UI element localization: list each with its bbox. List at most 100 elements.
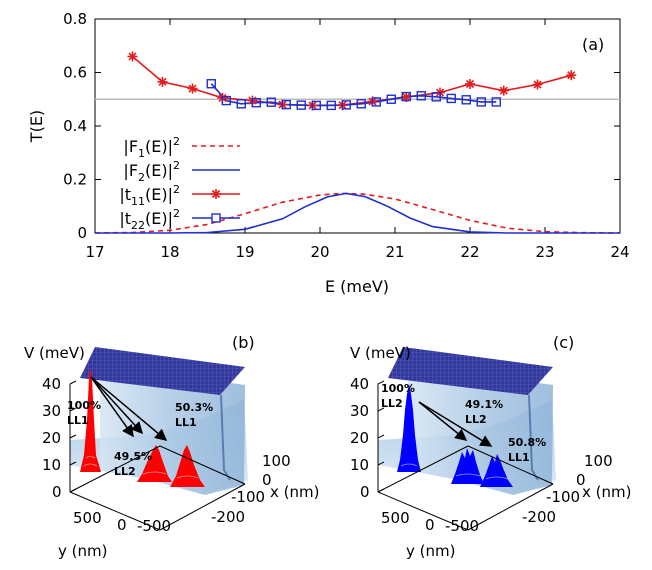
x-tick-label: 17: [85, 243, 104, 261]
axis-ticks: [377, 380, 385, 493]
square-marker: [311, 100, 321, 111]
annot-split1-pct: 49.5%: [114, 450, 152, 463]
barrier-top: [388, 347, 553, 395]
peak-split-2: [480, 454, 513, 487]
star-stroke: [211, 189, 221, 199]
y-tick-neg500: -500: [137, 517, 171, 535]
annot-split1-pct: 49.1%: [465, 398, 503, 411]
z-tick-0: 0: [52, 483, 62, 501]
annot-source-pct: 100%: [381, 382, 415, 395]
peak-contours: [400, 463, 509, 480]
arrow-to-split-2: [418, 401, 493, 447]
x-tick-0: 0: [576, 471, 586, 489]
z-tick-40: 40: [42, 375, 61, 393]
x-tick-neg100: -100: [231, 488, 265, 506]
y-axis-label-3d: y (nm): [406, 542, 455, 560]
square-marker: [281, 99, 291, 110]
annot-source-pct: 100%: [67, 399, 101, 412]
legend-superscript: 2: [173, 135, 180, 148]
x-axis-label-3d: x (nm): [582, 483, 631, 501]
annot-source-ll: LL1: [67, 414, 89, 427]
ztick-mark: [377, 461, 385, 466]
z-tick-0: 0: [360, 483, 370, 501]
barrier-wall: [408, 365, 553, 495]
star-stroke: [402, 93, 411, 102]
x-tick-neg200: -200: [211, 508, 245, 526]
star-marker: [127, 51, 138, 62]
legend-superscript: 2: [173, 207, 180, 220]
legend-subscript: 2: [138, 171, 145, 184]
arrow-to-split-2: [90, 376, 168, 441]
star-marker: [157, 76, 168, 87]
y-tick-500: 500: [381, 509, 410, 527]
legend-superscript: 2: [173, 159, 180, 172]
star-marker: [465, 79, 475, 90]
legend-base: |t: [119, 185, 131, 204]
square-marker: [296, 100, 306, 110]
legend-mid: (E)|: [145, 137, 173, 156]
star-stroke: [188, 84, 197, 93]
legend-base: |F: [123, 137, 138, 156]
axes-3d: [69, 384, 246, 531]
series-line-3: [210, 83, 497, 107]
peak-lead: [397, 384, 421, 472]
star-marker: [187, 83, 198, 94]
floor-back-line: [69, 445, 161, 493]
annot-source-ll: LL2: [381, 397, 403, 410]
square-marker: [356, 99, 366, 109]
legend-superscript: 2: [173, 183, 180, 196]
square-marker: [236, 99, 246, 109]
z-tick-40: 40: [350, 375, 369, 393]
floor-side-line: [159, 445, 246, 485]
square-marker: [431, 92, 441, 102]
legend-star: [211, 189, 221, 199]
series-line-2: [131, 55, 572, 107]
x-tick-0: 0: [262, 471, 272, 489]
x-tick-label: 24: [610, 243, 629, 261]
z-tick-20: 20: [350, 429, 369, 447]
legend-mid: (E)|: [145, 161, 173, 180]
y-axis-label-3d: y (nm): [58, 542, 107, 560]
arrow-to-split-3: [90, 376, 144, 435]
square-marker: [221, 95, 231, 106]
x-tick-neg100: -100: [546, 488, 580, 506]
ztick-mark: [69, 407, 77, 412]
ztick-mark: [69, 380, 77, 385]
ztick-mark: [377, 407, 385, 412]
annot-split1-ll: LL2: [114, 465, 136, 478]
panel-b-label: (b): [232, 333, 255, 352]
legend-subscript: 11: [131, 195, 145, 208]
legend-label: |F1(E)|2: [123, 135, 180, 160]
x-axis-label-3d: x (nm): [270, 483, 319, 501]
y-tick-0: 0: [425, 516, 435, 534]
barrier-wall: [100, 365, 245, 495]
ztick-mark: [377, 488, 385, 493]
axis-ticks: [69, 380, 77, 493]
y-tick-label: 0.6: [63, 64, 87, 82]
ztick-mark: [377, 380, 385, 385]
annot-split2-ll: LL1: [175, 416, 197, 429]
x-tick-label: 22: [460, 243, 479, 261]
y-axis-line: [69, 491, 161, 531]
z-tick-10: 10: [350, 456, 369, 474]
square-marker: [341, 100, 351, 110]
annot-split1-ll: LL2: [465, 413, 487, 426]
annot-split2-pct: 50.8%: [508, 436, 546, 449]
y-axis-line: [377, 491, 469, 531]
annot-split2-ll: LL1: [508, 451, 530, 464]
star-marker: [498, 85, 509, 96]
legend-mid: (E)|: [145, 209, 173, 228]
peak-lead: [80, 368, 101, 472]
square-marker: [416, 91, 426, 101]
square-marker: [401, 91, 411, 102]
star-marker: [566, 70, 577, 81]
star-stroke: [499, 86, 508, 95]
flow-arrows: [418, 401, 493, 447]
z-tick-30: 30: [42, 402, 61, 420]
star-stroke: [158, 77, 167, 86]
arrow-to-split-1: [418, 401, 468, 441]
series-line-0: [94, 192, 621, 234]
square-marker: [491, 97, 501, 107]
